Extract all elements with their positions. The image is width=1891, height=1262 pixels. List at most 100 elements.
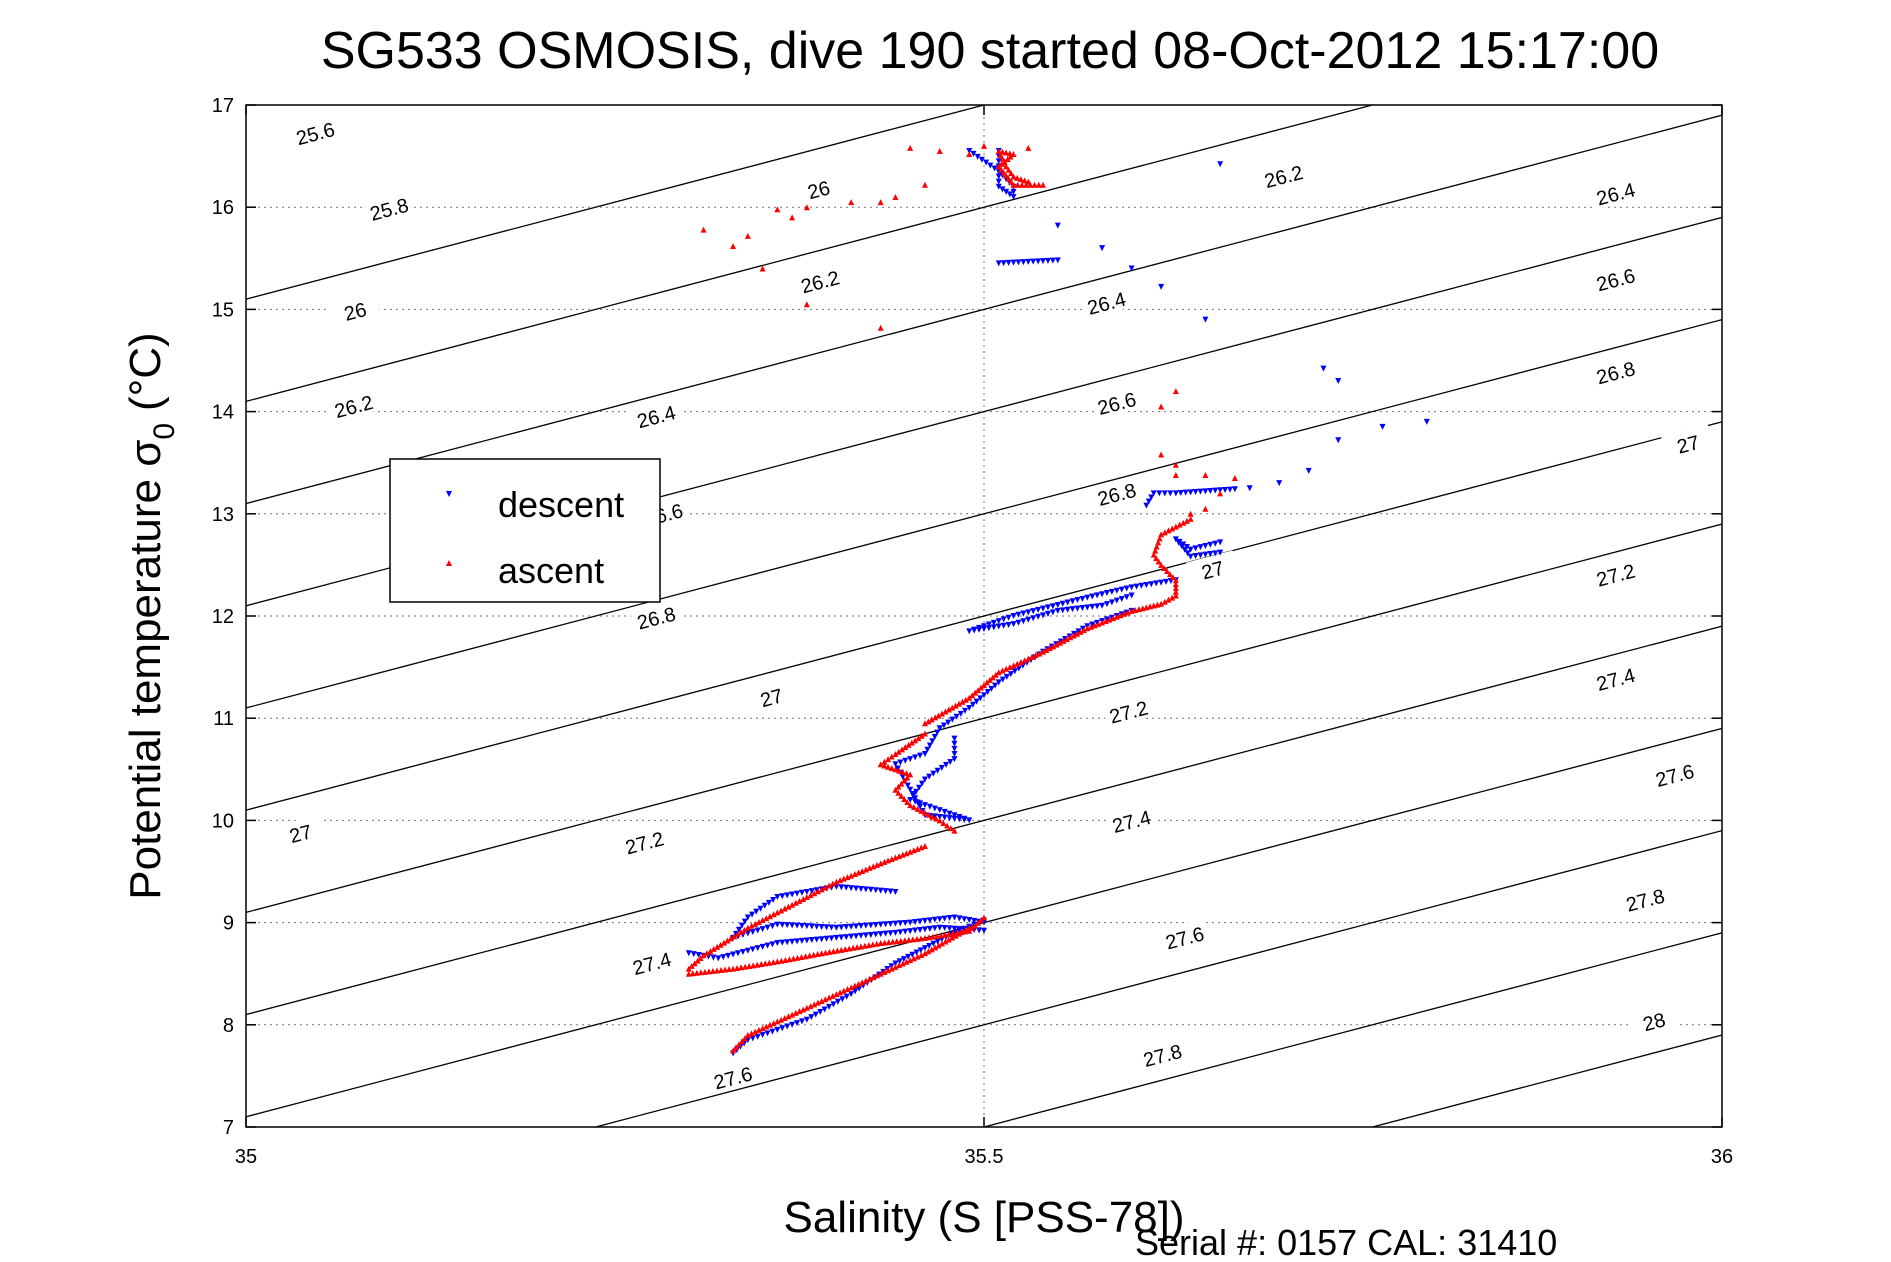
density-contour-line xyxy=(246,114,1722,505)
ascent-marker xyxy=(1132,606,1139,613)
descent-marker xyxy=(741,918,748,925)
ascent-marker xyxy=(895,789,902,796)
descent-marker xyxy=(685,950,692,957)
descent-marker xyxy=(936,916,943,923)
ascent-marker xyxy=(1164,568,1171,575)
descent-marker xyxy=(926,942,933,949)
descent-marker xyxy=(1049,603,1056,610)
descent-marker xyxy=(936,725,943,732)
ascent-marker xyxy=(1143,604,1150,611)
descent-marker xyxy=(730,951,737,958)
descent-marker xyxy=(981,692,987,699)
descent-marker xyxy=(1128,584,1135,591)
ascent-marker xyxy=(1158,600,1165,607)
ascent-marker xyxy=(907,848,914,855)
ascent-marker xyxy=(851,871,858,878)
density-contour-label: 27.4 xyxy=(1104,801,1158,838)
descent-marker xyxy=(843,924,850,931)
descent-marker xyxy=(956,813,963,820)
descent-marker xyxy=(1175,539,1182,546)
ascent-marker xyxy=(840,875,847,882)
descent-marker xyxy=(999,676,1006,683)
density-contour-line xyxy=(246,318,1722,709)
ascent-marker xyxy=(1150,602,1157,609)
ascent-marker xyxy=(800,1006,807,1013)
descent-marker xyxy=(1094,592,1101,599)
descent-marker xyxy=(1178,543,1185,550)
data-series xyxy=(685,142,1430,1057)
density-contour-line xyxy=(246,105,1373,403)
descent-marker xyxy=(1020,259,1027,266)
y-axis-label-main: Potential temperature σ xyxy=(121,440,170,900)
descent-marker xyxy=(934,938,941,945)
y-tick-label: 12 xyxy=(212,606,234,628)
ascent-marker xyxy=(744,924,751,931)
descent-marker xyxy=(695,951,702,958)
descent-marker xyxy=(882,921,889,928)
ascent-marker xyxy=(755,1026,762,1033)
ascent-marker xyxy=(703,950,710,957)
density-contour-line xyxy=(246,105,985,300)
ascent-marker xyxy=(905,936,912,943)
descent-marker xyxy=(957,710,964,717)
descent-marker xyxy=(803,923,810,930)
ascent-marker xyxy=(803,894,810,901)
ascent-marker xyxy=(1161,598,1168,605)
ascent-marker xyxy=(908,739,915,746)
ascent-marker xyxy=(738,928,745,935)
descent-marker xyxy=(904,782,911,789)
descent-marker xyxy=(930,770,937,777)
ascent-marker xyxy=(881,762,888,769)
ascent-marker xyxy=(918,844,925,851)
descent-marker xyxy=(902,757,909,764)
descent-marker xyxy=(921,802,928,809)
descent-marker xyxy=(896,958,903,965)
svg-text:Potential temperature σ0(°C): Potential temperature σ0 (°C) xyxy=(121,332,181,899)
descent-marker xyxy=(848,991,855,998)
descent-marker xyxy=(938,764,945,771)
ascent-marker xyxy=(766,913,773,920)
y-tick-label: 14 xyxy=(212,402,234,424)
descent-marker xyxy=(1020,618,1027,625)
contour-label-gap xyxy=(288,113,342,150)
ascent-marker xyxy=(866,864,873,871)
descent-marker xyxy=(877,931,884,938)
descent-marker xyxy=(1118,595,1125,602)
x-tick-label: 36 xyxy=(1711,1146,1733,1168)
descent-marker xyxy=(951,925,958,932)
ascent-marker xyxy=(862,977,869,984)
descent-marker xyxy=(1104,590,1110,597)
ascent-marker xyxy=(685,970,692,977)
descent-marker xyxy=(848,885,855,892)
ascent-marker xyxy=(1124,609,1131,616)
descent-marker xyxy=(902,928,909,935)
contour-label-gap xyxy=(328,291,381,328)
ascent-marker xyxy=(803,301,810,308)
ascent-marker xyxy=(840,987,847,994)
descent-marker xyxy=(966,817,973,824)
ascent-marker xyxy=(789,1011,796,1018)
descent-marker xyxy=(735,926,742,933)
descent-marker xyxy=(887,888,894,895)
descent-marker xyxy=(828,924,835,931)
descent-marker xyxy=(803,937,810,944)
ascent-marker xyxy=(811,1001,818,1008)
descent-marker xyxy=(1153,580,1160,587)
descent-marker xyxy=(1035,606,1042,613)
descent-marker xyxy=(953,713,960,720)
ascent-marker xyxy=(1172,471,1179,478)
ascent-marker xyxy=(785,1013,792,1020)
descent-marker xyxy=(1006,191,1013,198)
descent-marker xyxy=(956,926,963,933)
ascent-marker xyxy=(844,986,851,993)
ascent-marker xyxy=(910,955,917,962)
ascent-marker xyxy=(999,148,1006,155)
ascent-marker xyxy=(1161,564,1168,571)
descent-marker xyxy=(990,624,997,631)
ascent-marker xyxy=(1202,505,1209,512)
ascent-marker xyxy=(1001,158,1008,165)
descent-marker xyxy=(1000,622,1007,629)
ascent-marker xyxy=(748,922,755,929)
descent-marker xyxy=(1123,594,1130,601)
ascent-marker xyxy=(731,933,738,940)
